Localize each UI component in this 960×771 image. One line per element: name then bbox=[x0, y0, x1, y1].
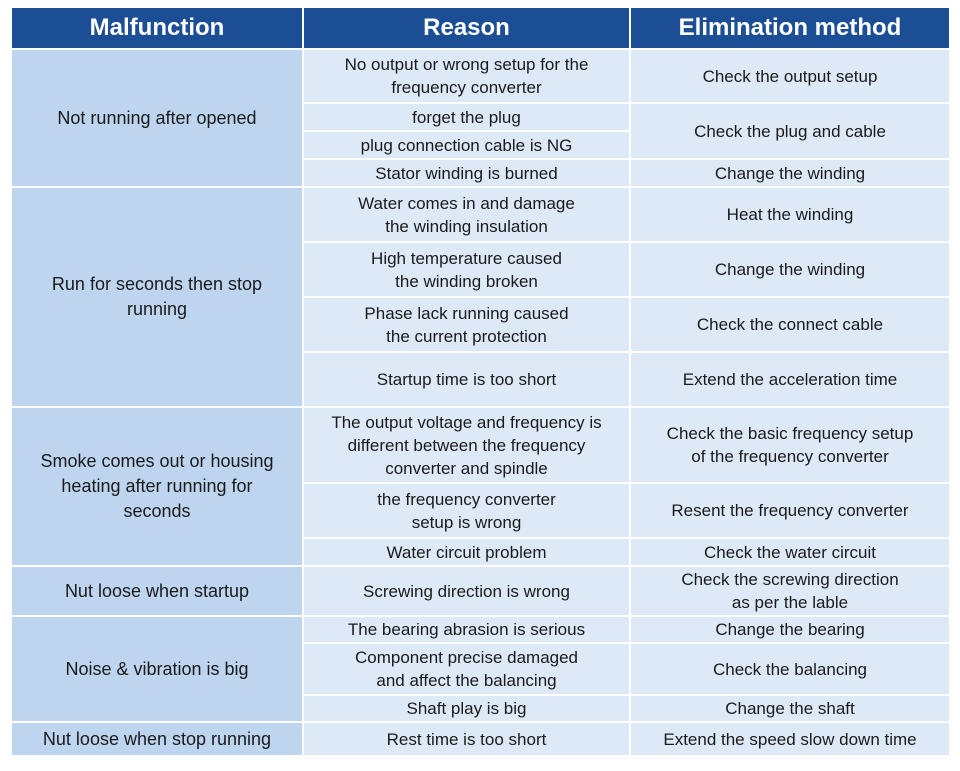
table-row: Not running after opened No output or wr… bbox=[10, 48, 951, 188]
table-row: Nut loose when stop running Rest time is… bbox=[10, 721, 951, 757]
table-row: High temperature caused the winding brok… bbox=[11, 241, 951, 298]
table-row: Phase lack running caused the current pr… bbox=[11, 296, 951, 353]
reason-cell: Shaft play is big bbox=[302, 694, 631, 723]
table-row: Nut loose when startup Screwing directio… bbox=[10, 565, 951, 617]
reason-cell: Component precise damaged and affect the… bbox=[302, 642, 631, 696]
method-cell: Check the connect cable bbox=[629, 296, 951, 353]
reason-cell: The output voltage and frequency is diff… bbox=[302, 406, 631, 484]
malfunction-cell: Run for seconds then stop running bbox=[10, 186, 304, 408]
reason-cell: Rest time is too short bbox=[302, 721, 631, 757]
method-cell: Change the bearing bbox=[629, 615, 951, 644]
malfunction-column-header: Malfunction bbox=[10, 6, 304, 50]
table-row: Stator winding is burned Change the wind… bbox=[11, 158, 951, 188]
reason-cell: High temperature caused the winding brok… bbox=[302, 241, 631, 298]
table-row: Run for seconds then stop running Water … bbox=[10, 186, 951, 408]
reason-cell: The bearing abrasion is serious bbox=[302, 615, 631, 644]
method-cell: Change the winding bbox=[629, 158, 951, 188]
malfunction-cell: Smoke comes out or housing heating after… bbox=[10, 406, 304, 567]
method-cell: Change the winding bbox=[629, 241, 951, 298]
malfunction-cell: Nut loose when stop running bbox=[10, 721, 304, 757]
reason-cell: Startup time is too short bbox=[302, 351, 631, 408]
table-row: Water circuit problem Check the water ci… bbox=[11, 537, 951, 567]
method-cell: Heat the winding bbox=[629, 186, 951, 243]
troubleshooting-table: Malfunction Reason Elimination method No… bbox=[10, 6, 951, 757]
table-row: the frequency converter setup is wrong R… bbox=[11, 482, 951, 539]
table-row: forget the plug Check the plug and cable bbox=[11, 102, 951, 160]
elimination-method-column-header: Elimination method bbox=[629, 6, 951, 50]
reason-cell: forget the plug bbox=[302, 102, 631, 132]
method-cell: Check the balancing bbox=[629, 642, 951, 696]
method-cell: Check the basic frequency setup of the f… bbox=[629, 406, 951, 484]
method-cell: Check the screwing direction as per the … bbox=[629, 565, 951, 617]
method-cell: Check the plug and cable bbox=[629, 102, 951, 160]
reason-column-header: Reason bbox=[302, 6, 631, 50]
method-cell: Check the output setup bbox=[629, 48, 951, 104]
method-cell: Extend the speed slow down time bbox=[629, 721, 951, 757]
table-row: Startup time is too short Extend the acc… bbox=[11, 351, 951, 408]
reason-cell: Stator winding is burned bbox=[302, 158, 631, 188]
table-row: Noise & vibration is big The bearing abr… bbox=[10, 615, 951, 723]
reason-cell: plug connection cable is NG bbox=[302, 130, 631, 160]
reason-cell: Phase lack running caused the current pr… bbox=[302, 296, 631, 353]
table-row: Component precise damaged and affect the… bbox=[11, 642, 951, 696]
table-row: Shaft play is big Change the shaft bbox=[11, 694, 951, 723]
table-row: Smoke comes out or housing heating after… bbox=[10, 406, 951, 567]
table-header-row: Malfunction Reason Elimination method bbox=[10, 6, 951, 50]
reason-cell: Screwing direction is wrong bbox=[302, 565, 631, 617]
method-cell: Check the water circuit bbox=[629, 537, 951, 567]
malfunction-cell: Not running after opened bbox=[10, 48, 304, 188]
reason-cell: the frequency converter setup is wrong bbox=[302, 482, 631, 539]
table-row: plug connection cable is NG bbox=[11, 130, 950, 160]
method-cell: Extend the acceleration time bbox=[629, 351, 951, 408]
method-cell: Change the shaft bbox=[629, 694, 951, 723]
reason-cell: No output or wrong setup for the frequen… bbox=[302, 48, 631, 104]
method-cell: Resent the frequency converter bbox=[629, 482, 951, 539]
reason-cell: Water circuit problem bbox=[302, 537, 631, 567]
malfunction-cell: Nut loose when startup bbox=[10, 565, 304, 617]
reason-cell: Water comes in and damage the winding in… bbox=[302, 186, 631, 243]
malfunction-cell: Noise & vibration is big bbox=[10, 615, 304, 723]
troubleshooting-table-container: Malfunction Reason Elimination method No… bbox=[10, 6, 951, 757]
